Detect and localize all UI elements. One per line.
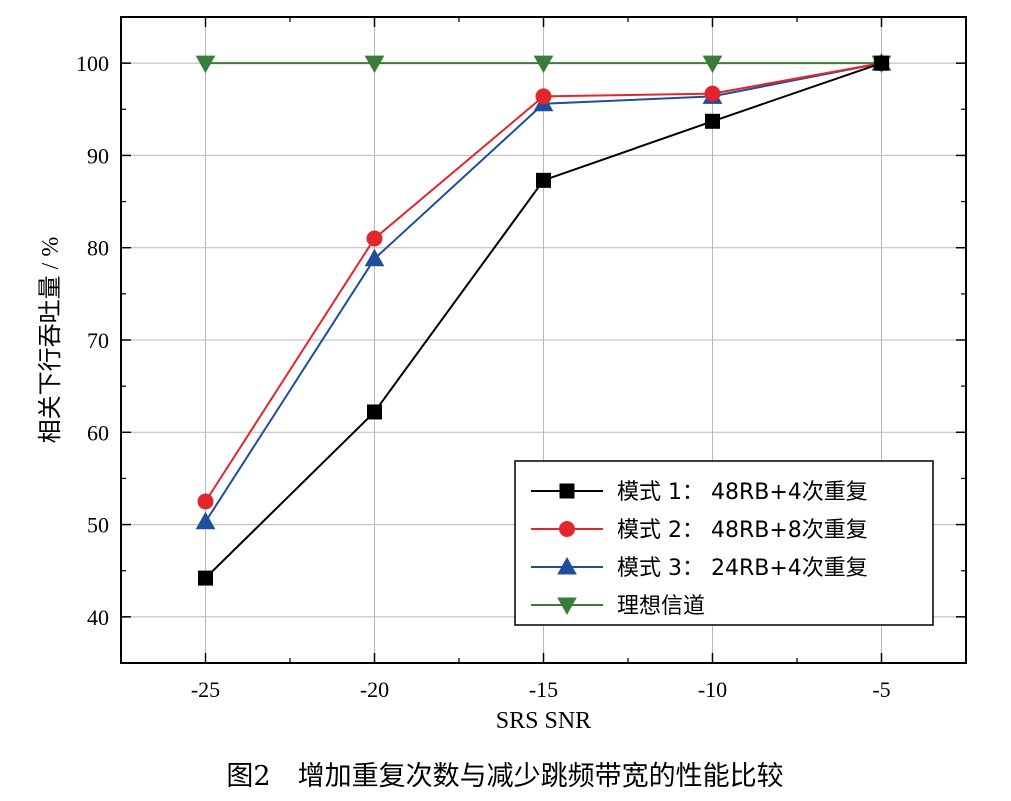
data-point xyxy=(195,55,216,74)
data-point xyxy=(702,55,723,74)
legend-label: 模式 2： 48RB+8次重复 xyxy=(617,518,868,543)
y-tick-label: 40 xyxy=(87,605,109,630)
series-layer xyxy=(195,53,892,586)
data-point xyxy=(364,248,385,267)
figure-caption: 图2 增加重复次数与减少跳频带宽的性能比较 xyxy=(226,761,783,792)
y-tick-label: 60 xyxy=(87,420,109,445)
legend-marker xyxy=(557,597,577,616)
data-point xyxy=(704,85,721,102)
data-point xyxy=(535,88,552,105)
data-point xyxy=(198,570,213,586)
data-point xyxy=(874,55,889,71)
y-tick-label: 100 xyxy=(76,51,109,76)
legend-marker xyxy=(559,521,575,537)
data-point xyxy=(197,493,214,510)
legend-item: 模式 2： 48RB+8次重复 xyxy=(531,518,868,543)
x-tick-labels: -25 -20 -15 -10 -5 xyxy=(191,677,891,702)
x-tick-label: -15 xyxy=(529,677,558,702)
x-axis-title: SRS SNR xyxy=(496,708,591,734)
legend-label: 理想信道 xyxy=(617,594,705,619)
data-point xyxy=(364,55,385,74)
y-tick-labels: 40 50 60 70 80 90 100 xyxy=(76,51,109,630)
y-tick-label: 90 xyxy=(87,143,109,168)
legend-item: 模式 1： 48RB+4次重复 xyxy=(531,480,868,505)
legend-box xyxy=(514,460,934,626)
legend-marker xyxy=(559,483,575,499)
data-point xyxy=(195,511,216,530)
legend-marker xyxy=(557,556,577,575)
data-point xyxy=(705,113,720,129)
x-tick-label: -25 xyxy=(191,677,220,702)
y-tick-label: 70 xyxy=(87,328,109,353)
x-tick-label: -10 xyxy=(698,677,727,702)
series-1 xyxy=(198,55,889,586)
ticks xyxy=(121,17,966,663)
x-tick-label: -20 xyxy=(360,677,389,702)
data-point xyxy=(536,172,551,188)
legend-label: 模式 3： 24RB+4次重复 xyxy=(617,556,868,581)
x-tick-label: -5 xyxy=(872,677,890,702)
data-point xyxy=(533,55,554,74)
data-point xyxy=(367,404,382,420)
data-point xyxy=(366,230,383,247)
legend-label: 模式 1： 48RB+4次重复 xyxy=(617,480,868,505)
legend-item: 理想信道 xyxy=(531,594,705,619)
y-tick-label: 80 xyxy=(87,236,109,261)
legend-item: 模式 3： 24RB+4次重复 xyxy=(531,556,868,581)
y-axis-title: 相关下行吞吐量 / % xyxy=(37,237,64,444)
y-tick-label: 50 xyxy=(87,513,109,538)
